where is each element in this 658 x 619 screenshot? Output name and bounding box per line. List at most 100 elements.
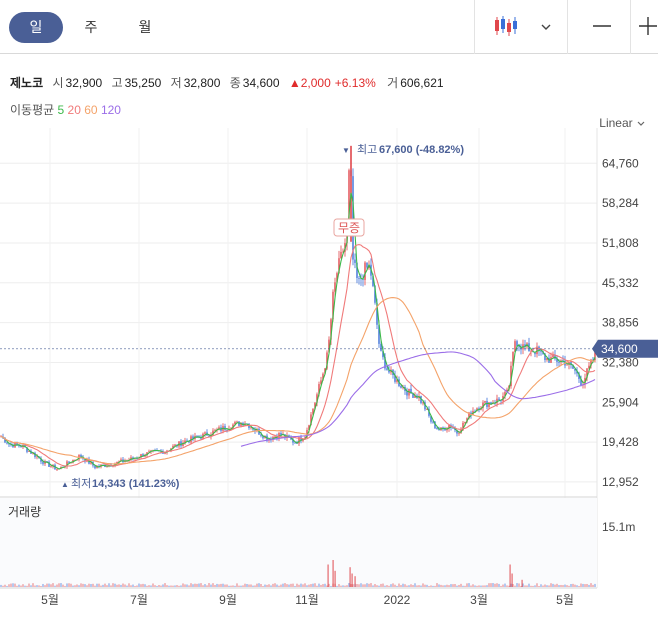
candle-body	[68, 461, 70, 463]
volume-bar	[104, 583, 106, 587]
y-tick-label: 51,808	[602, 236, 639, 250]
candle-body	[452, 427, 454, 429]
volume-bar	[178, 585, 180, 587]
volume-bar	[74, 585, 76, 587]
volume-bar	[482, 585, 484, 587]
volume-bar	[556, 583, 558, 587]
volume-bar	[348, 583, 350, 587]
volume-bar	[474, 585, 476, 587]
volume-bar	[358, 584, 360, 587]
chevron-down-icon[interactable]	[540, 19, 552, 30]
high-marker-icon: ▼	[342, 146, 350, 155]
candle-body	[586, 368, 588, 378]
volume-bar	[306, 585, 308, 587]
volume-bar	[42, 583, 44, 587]
candle-body	[524, 344, 526, 347]
candle-body	[572, 364, 574, 369]
volume-bar	[252, 585, 254, 587]
candle-body	[274, 436, 276, 438]
y-tick-label: 25,904	[602, 395, 639, 409]
volume-bar	[70, 583, 72, 587]
volume-bar	[106, 585, 108, 587]
volume-bar	[156, 585, 158, 587]
volume-bar	[64, 585, 66, 587]
candle-body	[516, 341, 518, 347]
volume-bar	[176, 585, 178, 587]
candle-body	[310, 414, 312, 426]
tab-month[interactable]: 월	[138, 19, 152, 35]
candle-body	[442, 427, 444, 429]
close-label: 종	[229, 76, 241, 90]
candlestick-icon[interactable]	[494, 15, 518, 37]
volume-bar	[10, 583, 12, 587]
change-percent: +6.13%	[334, 76, 376, 90]
volume-bar	[4, 584, 6, 587]
toolbar: 일 주 월	[0, 0, 658, 54]
current-price-tag	[592, 339, 658, 358]
volume-bar	[368, 583, 370, 587]
candle-body	[456, 430, 458, 434]
ma-120: 120	[100, 103, 121, 117]
candle-body	[106, 466, 108, 468]
volume-bar	[298, 584, 300, 587]
candle-body	[540, 350, 542, 352]
candle-body	[234, 422, 236, 425]
candle-body	[316, 394, 318, 403]
volume-bar	[490, 583, 492, 587]
y-tick-label: 19,428	[602, 435, 639, 449]
candle-body	[212, 430, 214, 435]
volume-bar	[480, 585, 482, 587]
volume-bar	[426, 584, 428, 587]
volume-bar	[394, 584, 396, 587]
volume-bar	[582, 583, 584, 587]
volume-bar	[372, 585, 374, 587]
volume-bar	[164, 583, 166, 587]
volume-bar	[242, 585, 244, 587]
candle-body	[236, 421, 238, 423]
candle-body	[410, 388, 412, 394]
volume-bar	[114, 583, 116, 587]
volume-bar	[234, 585, 236, 587]
volume-bar	[514, 585, 516, 587]
x-tick-label: 2022	[384, 593, 411, 607]
volume-bar	[244, 583, 246, 587]
low-value: 32,800	[183, 76, 221, 90]
x-tick-label: 9월	[219, 593, 237, 607]
volume-bar	[406, 585, 408, 587]
volume-bar	[532, 585, 534, 587]
volume-bar	[214, 585, 216, 587]
candle-body	[172, 445, 174, 449]
candle-body	[330, 319, 332, 340]
scale-toggle[interactable]: Linear	[599, 116, 646, 130]
volume-bar	[362, 584, 364, 587]
candle-body	[46, 461, 48, 462]
volume-bar	[18, 584, 20, 587]
volume-bar	[102, 584, 104, 587]
volume-bar	[332, 560, 334, 587]
volume-bar	[12, 583, 14, 587]
volume-bar	[594, 583, 596, 587]
volume-bar	[378, 585, 380, 587]
candle-body	[320, 380, 322, 385]
candle-body	[388, 369, 390, 373]
volume-bar	[344, 585, 346, 587]
tab-week[interactable]: 주	[84, 19, 98, 35]
candle-body	[566, 364, 568, 366]
candle-body	[340, 251, 342, 259]
volume-bar	[470, 585, 472, 587]
tab-day[interactable]: 일	[9, 12, 63, 43]
candle-body	[40, 458, 42, 462]
volume-bar	[416, 585, 418, 587]
minus-icon[interactable]	[592, 18, 612, 34]
high-label: 최고	[357, 143, 377, 156]
volume-bar	[374, 584, 376, 587]
volume-bar	[440, 584, 442, 587]
volume-bar	[400, 585, 402, 587]
candle-body	[124, 461, 126, 463]
plus-icon[interactable]	[638, 17, 658, 35]
candle-body	[590, 359, 592, 366]
volume-bar	[246, 584, 248, 587]
candle-body	[556, 358, 558, 362]
candle-body	[374, 286, 376, 303]
